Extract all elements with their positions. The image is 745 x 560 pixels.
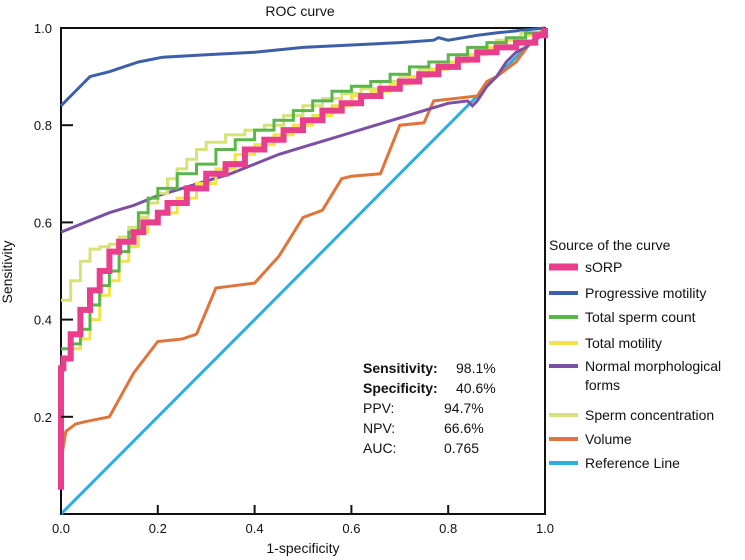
legend-label: Volume (585, 431, 632, 447)
stat-label: NPV: (363, 420, 395, 436)
legend-label: Sperm concentration (585, 407, 714, 423)
series-line-progressive-motility (59, 26, 546, 107)
legend-label: Total motility (585, 335, 662, 351)
chart-title: ROC curve (265, 3, 334, 19)
y-tick-label: 0.4 (34, 313, 52, 328)
series-group (58, 26, 548, 516)
series-line-sorp (58, 28, 548, 490)
stat-value: 98.1% (456, 360, 496, 376)
stat-label: Specificity: (363, 380, 438, 396)
x-axis-title: 1-specificity (266, 540, 339, 556)
x-tick-label: 0.0 (52, 521, 70, 536)
x-tick-label: 0.8 (439, 521, 457, 536)
y-tick-label: 0.2 (34, 410, 52, 425)
stat-label: PPV: (363, 400, 394, 416)
x-tick-label: 0.6 (342, 521, 360, 536)
y-tick-label: 0.8 (34, 118, 52, 133)
y-tick-label: 0.6 (34, 215, 52, 230)
x-tick-label: 0.2 (149, 521, 167, 536)
x-tick-label: 0.4 (246, 521, 264, 536)
y-axis-title: Sensitivity (0, 240, 15, 303)
legend-title: Source of the curve (549, 237, 671, 253)
legend-label: Progressive motility (585, 285, 706, 301)
stat-label: Sensitivity: (363, 360, 438, 376)
series-line-reference-line (59, 26, 547, 516)
stat-label: AUC: (363, 440, 396, 456)
legend-label: Reference Line (585, 455, 680, 471)
y-tick-label: 1.0 (34, 21, 52, 36)
plot-frame (60, 27, 546, 515)
plot-area (60, 27, 546, 515)
x-tick-label: 1.0 (536, 521, 554, 536)
series-line-volume (59, 26, 547, 461)
legend-label: sORP (585, 259, 622, 275)
stat-value: 0.765 (444, 440, 479, 456)
legend-label: forms (585, 377, 620, 393)
legend: Source of the curve sORP Progressive moti… (549, 237, 721, 471)
legend-label: Normal morphological (585, 358, 721, 374)
stat-value: 66.6% (444, 420, 484, 436)
stat-value: 40.6% (456, 380, 496, 396)
series-line-sperm-concentration (61, 28, 547, 302)
stats-box: Sensitivity: 98.1% Specificity: 40.6% PPV: 94… (363, 360, 496, 456)
axes-group: 0.0 0.2 0.4 0.6 0.8 1.0 0.2 0.4 0.6 0.8 1.0 (34, 21, 554, 536)
series-line-total-sperm-count (61, 28, 547, 351)
legend-label: Total sperm count (585, 309, 696, 325)
series-line-total-motility (61, 28, 547, 360)
stat-value: 94.7% (444, 400, 484, 416)
